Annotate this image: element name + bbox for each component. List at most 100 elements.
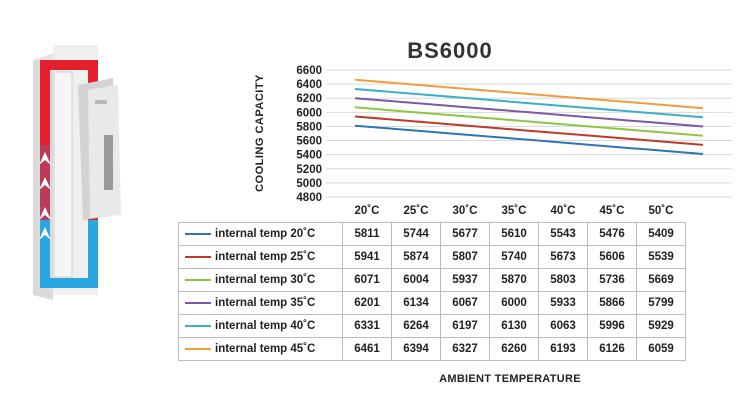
x-tick-label: 40˚C [538,200,588,223]
series-line-1 [354,115,704,146]
airflow-arrow-icon [39,207,51,220]
legend-swatch [185,347,211,350]
data-label: 5476 [587,222,637,246]
series-line-3 [354,97,704,128]
airflow-arrow-icon [39,152,51,165]
table-row: internal temp 35˚C 6201 6134 6067 6000 5933 58… [178,291,686,315]
airflow-arrow-icon [39,227,51,240]
unit-badge [95,100,107,104]
airflow-arrow-icon [39,177,51,190]
data-label: 6130 [489,314,539,338]
data-label: 5677 [440,222,490,246]
legend-entry: internal temp 45˚C [178,337,343,361]
data-label: 5799 [636,291,686,315]
cold-air-duct [40,220,98,288]
data-table: 20˚C 25˚C 30˚C 35˚C 40˚C 45˚C 50˚C internal te… [178,200,686,361]
y-axis-label: COOLING CAPACITY [254,74,266,192]
unit-vent [104,135,113,190]
data-label: 5933 [538,291,588,315]
y-tick-label: 5600 [296,136,322,148]
data-label: 5736 [587,268,637,292]
data-label: 5996 [587,314,637,338]
data-label: 6004 [391,268,441,292]
legend-label: internal temp 25˚C [215,251,316,263]
data-label: 6063 [538,314,588,338]
data-label: 5929 [636,314,686,338]
legend-label: internal temp 35˚C [215,297,316,309]
data-label: 5669 [636,268,686,292]
y-tick-label: 5400 [296,150,322,162]
data-label: 6394 [391,337,441,361]
x-tick-label: 45˚C [587,200,637,223]
chart-title: BS6000 [407,38,493,63]
data-label: 6134 [391,291,441,315]
data-label: 6461 [342,337,392,361]
legend-swatch [185,278,211,281]
x-tick-label: 20˚C [342,200,392,223]
x-tick-label: 30˚C [440,200,490,223]
data-label: 6197 [440,314,490,338]
data-label: 5866 [587,291,637,315]
x-tick-label: 35˚C [489,200,539,223]
legend-label: internal temp 30˚C [215,274,316,286]
table-row: internal temp 40˚C 6331 6264 6197 6130 6063 59… [178,314,686,338]
y-tick-label: 5800 [296,121,322,133]
table-row: internal temp 45˚C 6461 6394 6327 6260 6193 61… [178,337,686,361]
data-label: 6126 [587,337,637,361]
legend-entry: internal temp 25˚C [178,245,343,269]
series-line-4 [354,88,704,119]
x-tick-label: 25˚C [391,200,441,223]
data-label: 5606 [587,245,637,269]
data-label: 5744 [391,222,441,246]
data-label: 6264 [391,314,441,338]
data-label: 6193 [538,337,588,361]
data-label: 6059 [636,337,686,361]
table-corner [178,200,343,223]
legend-label: internal temp 40˚C [215,320,316,332]
legend-swatch [185,324,211,327]
table-body: internal temp 20˚C 5811 5744 5677 5610 5543 54… [178,222,686,361]
series-line-5 [354,78,704,110]
data-label: 6201 [342,291,392,315]
legend-swatch [185,232,211,235]
data-label: 6327 [440,337,490,361]
y-tick-label: 6600 [296,65,322,77]
data-label: 5803 [538,268,588,292]
table-row: internal temp 25˚C 5941 5874 5807 5740 5673 56… [178,245,686,269]
center-panel [53,71,73,278]
legend-entry: internal temp 35˚C [178,291,343,315]
table-row: internal temp 20˚C 5811 5744 5677 5610 5543 54… [178,222,686,246]
data-label: 5941 [342,245,392,269]
data-label: 5874 [391,245,441,269]
data-label: 5539 [636,245,686,269]
data-label: 6067 [440,291,490,315]
series-line-0 [354,124,704,155]
data-label: 5543 [538,222,588,246]
data-label: 5610 [489,222,539,246]
legend-swatch [185,255,211,258]
data-label: 5409 [636,222,686,246]
data-label: 5811 [342,222,392,246]
legend-entry: internal temp 20˚C [178,222,343,246]
table-row: internal temp 30˚C 6071 6004 5937 5870 5803 57… [178,268,686,292]
data-label: 5937 [440,268,490,292]
data-label: 5807 [440,245,490,269]
y-tick-label: 5200 [296,164,322,176]
data-label: 6331 [342,314,392,338]
legend-entry: internal temp 40˚C [178,314,343,338]
y-tick-label: 5000 [296,178,322,190]
legend-label: internal temp 45˚C [215,343,316,355]
data-label: 6000 [489,291,539,315]
data-label: 6071 [342,268,392,292]
legend-label: internal temp 20˚C [215,228,316,240]
x-tick-label: 50˚C [636,200,686,223]
data-label: 6260 [489,337,539,361]
x-axis-label: AMBIENT TEMPERATURE [439,373,581,385]
series-line-2 [354,106,704,137]
y-tick-label: 6200 [296,93,322,105]
y-tick-label: 6400 [296,79,322,91]
legend-entry: internal temp 30˚C [178,268,343,292]
data-label: 5740 [489,245,539,269]
y-axis-label-wrap: COOLING CAPACITY [245,68,275,198]
